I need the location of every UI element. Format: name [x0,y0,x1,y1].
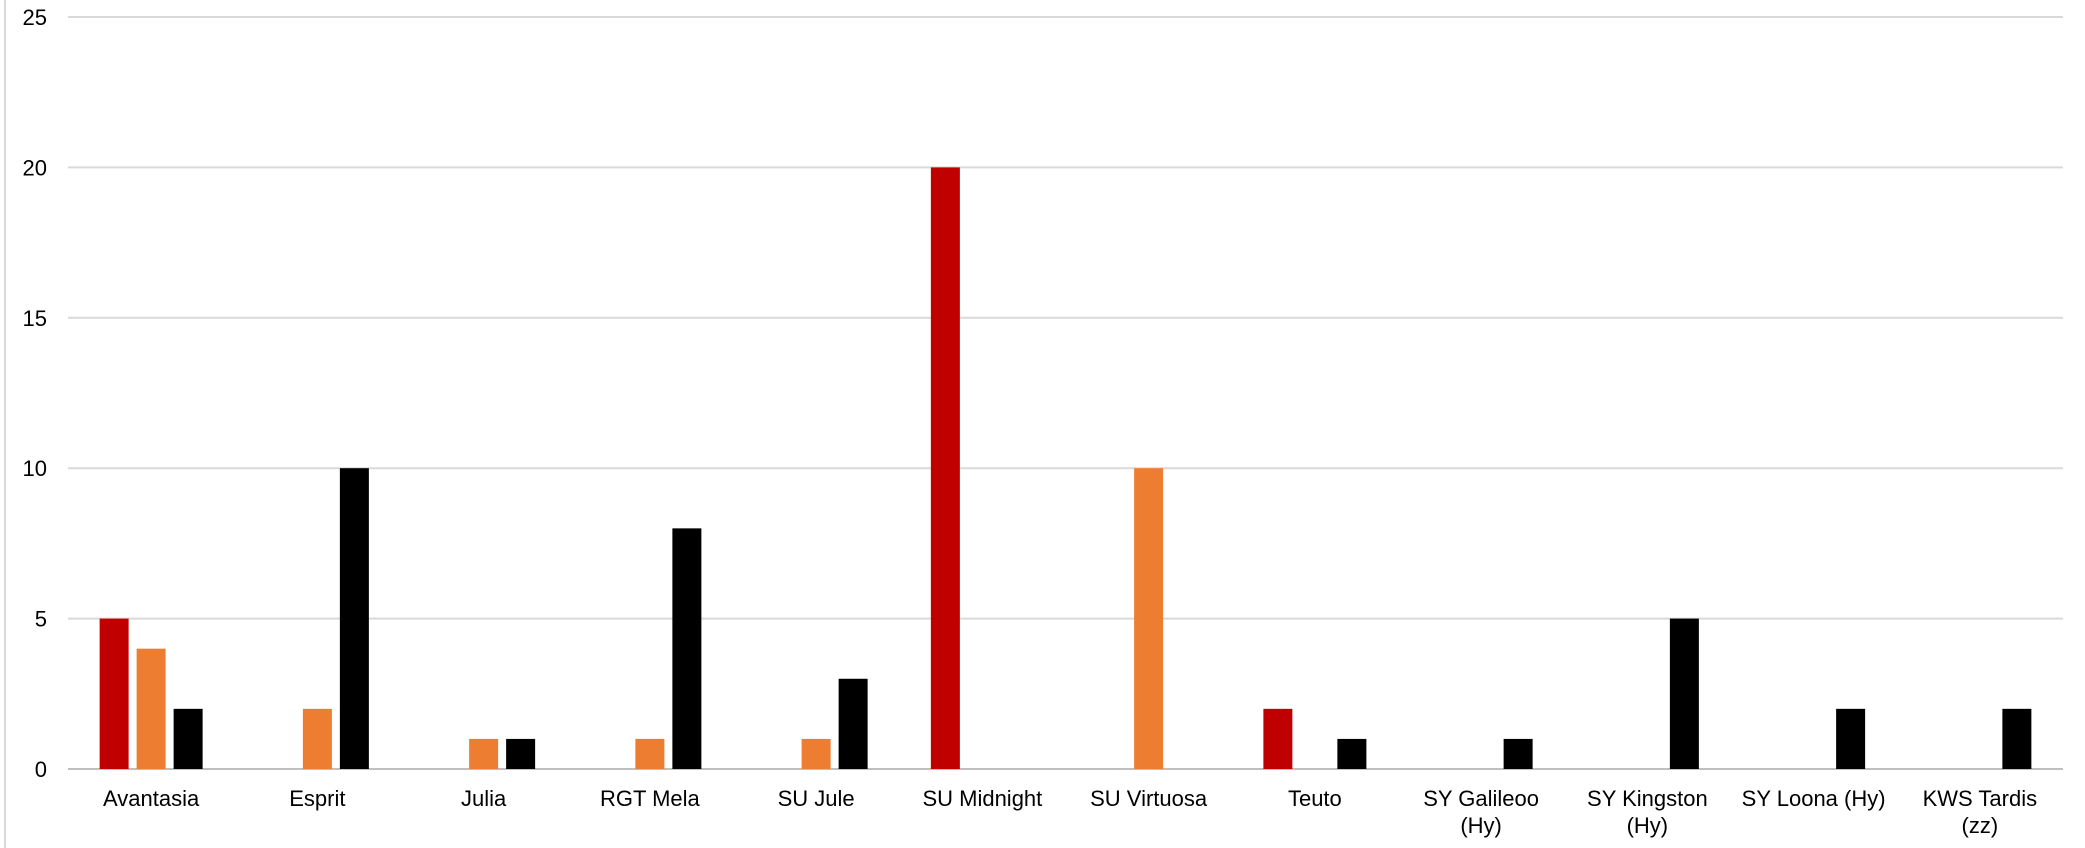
x-category-label: SY Kingston (Hy) [1587,786,1708,838]
y-tick-label: 25 [23,5,47,30]
x-category-label: RGT Mela [600,786,701,811]
bar [838,678,868,769]
bar [1836,708,1866,769]
bar [1669,618,1699,769]
x-category-label: Esprit [289,786,345,811]
bar [339,468,369,769]
x-axis-labels: Avantasia Esprit Julia RGT Mela SU Jule SU Mi… [103,786,2037,838]
y-tick-label: 0 [35,757,47,782]
y-tick-label: 10 [23,456,47,481]
bar [469,738,499,769]
x-category-label: SU Midnight [922,786,1042,811]
bar [302,708,332,769]
bars [99,167,2032,769]
x-category-label: SU Virtuosa [1090,786,1208,811]
x-category-label: SU Jule [778,786,855,811]
bar [136,648,166,769]
x-category-label: Julia [461,786,507,811]
y-axis-ticks: 0 5 10 15 20 25 [23,5,47,782]
gridlines [68,16,2063,770]
x-category-label: KWS Tardis (zz) [1923,786,2038,838]
bar [635,738,665,769]
y-tick-label: 20 [23,155,47,180]
bar [173,708,203,769]
bar [930,167,960,769]
x-category-label: Teuto [1288,786,1342,811]
bar [672,528,702,769]
bar [506,738,536,769]
bar [1263,708,1293,769]
y-tick-label: 15 [23,306,47,331]
y-tick-label: 5 [35,607,47,632]
bar [99,618,129,769]
bar [1337,738,1367,769]
x-category-label: Avantasia [103,786,200,811]
bar [801,738,831,769]
bar [1503,738,1533,769]
x-category-label: SY Galileoo (Hy) [1423,786,1539,838]
x-category-label: SY Loona (Hy) [1742,786,1886,811]
bar [2002,708,2032,769]
bar [1134,468,1164,769]
